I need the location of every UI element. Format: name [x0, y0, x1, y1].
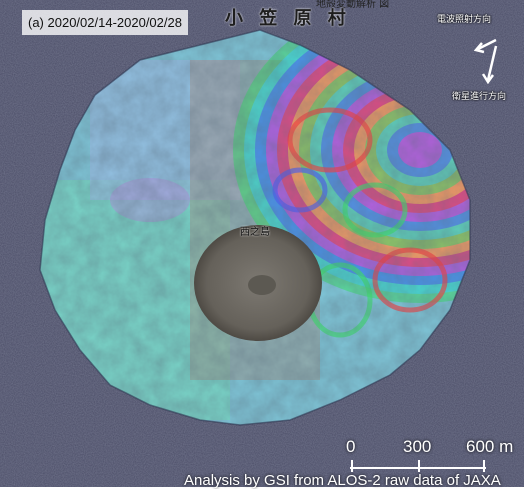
top-caption: 地殻変動解析 図 [316, 0, 390, 10]
scale-label-0: 0 [346, 437, 356, 456]
direction-arrows-icon [473, 38, 498, 85]
place-name: 小 笠 原 村 [225, 8, 351, 29]
coastline [39, 29, 471, 426]
scale-label-600: 600 m [466, 437, 514, 456]
crater-vent [248, 275, 276, 295]
summit-label: 西之島 [240, 227, 270, 238]
scale-label-300: 300 [403, 437, 432, 456]
range-direction-label: 電波照射方向 [437, 15, 492, 25]
credit-line: Analysis by GSI from ALOS-2 raw data of … [184, 472, 501, 489]
period-label: (a) 2020/02/14-2020/02/28 [22, 10, 188, 35]
track-direction-label: 衛星進行方向 [452, 92, 507, 102]
